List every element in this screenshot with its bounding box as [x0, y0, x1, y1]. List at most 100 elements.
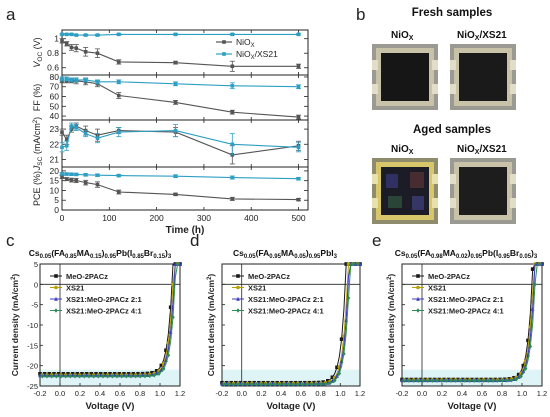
data-point [453, 378, 458, 383]
x-tick-label: 1.0 [517, 389, 527, 398]
data-point [523, 366, 528, 371]
data-point [159, 363, 164, 368]
data-point [291, 382, 296, 387]
data-point [116, 60, 121, 64]
data-point [73, 374, 77, 379]
data-point [421, 378, 425, 383]
data-point [263, 382, 268, 387]
series-line [61, 173, 299, 180]
data-point [323, 381, 328, 387]
data-point [69, 124, 74, 128]
x-tick-label: 0.4 [95, 389, 105, 398]
data-point [173, 261, 178, 266]
data-point [69, 32, 74, 37]
data-point [152, 373, 157, 378]
data-point [60, 172, 64, 176]
legend-label: MeO-2PACz [248, 272, 290, 281]
data-point [69, 172, 74, 177]
data-point [95, 136, 100, 140]
series-line [62, 33, 299, 36]
panel-label-a: a [6, 5, 16, 24]
data-point [60, 77, 64, 81]
x-tick-label: -0.2 [396, 389, 409, 398]
data-point [49, 374, 54, 379]
plot-background [402, 264, 542, 386]
data-point [277, 382, 282, 387]
plot-frame [61, 166, 309, 211]
x-tick-label: 0.0 [417, 389, 427, 398]
data-point [116, 173, 121, 178]
photo-label-xs21-aged: NiOX/XS21 [457, 144, 507, 156]
x-axis-label: Time (h) [166, 225, 205, 236]
data-point [286, 382, 291, 387]
jv-panel-c: -0.2 0.0 0.2 0.4 0.6 0.8 1.0 1.2 -25 -20 -15 -10 -5 0… [10, 248, 185, 412]
data-point [236, 382, 240, 387]
data-point [296, 197, 301, 202]
legend-label: XS21 [248, 284, 266, 293]
photo-aged-niox [372, 158, 438, 224]
data-point [74, 46, 78, 50]
data-point [64, 172, 69, 176]
data-point [83, 33, 88, 37]
fresh-samples-title: Fresh samples [412, 7, 493, 19]
data-point [45, 374, 49, 379]
data-point [481, 378, 486, 383]
x-tick-label: 300 [197, 213, 211, 223]
data-point [59, 374, 63, 379]
legend-label: MeO-2PACz [66, 272, 108, 281]
photo-label-niox-aged: NiOX [391, 144, 414, 156]
y-tick-label: 15 [50, 176, 60, 186]
y-tick-label: -20 [27, 362, 38, 371]
data-point [314, 382, 319, 387]
data-point [154, 369, 159, 373]
data-point [355, 261, 360, 267]
data-point [472, 378, 477, 383]
x-tick-label: 200 [150, 213, 164, 223]
data-point [74, 78, 78, 82]
y-tick-label: 22 [50, 139, 60, 149]
data-point [116, 190, 121, 194]
data-point [319, 382, 323, 387]
data-point [328, 380, 332, 386]
data-point [500, 378, 505, 383]
data-point [346, 295, 351, 301]
data-point [133, 374, 138, 379]
data-point [82, 374, 87, 379]
legend-label: XS21:MeO-2PACz 2:1 [428, 295, 504, 304]
data-point [87, 374, 91, 379]
data-point [296, 32, 301, 37]
y-tick-label: 5 [54, 195, 59, 205]
data-point [116, 32, 121, 37]
data-point [69, 45, 74, 50]
data-point [467, 378, 472, 383]
y-axis-label: FF (%) [32, 84, 42, 112]
data-point [245, 382, 250, 387]
legend-label: NiOX/XS21 [236, 49, 278, 61]
data-point [91, 374, 96, 379]
legend-label: XS21:MeO-2PACz 4:1 [428, 307, 504, 316]
data-point [116, 80, 121, 84]
photo-fresh-xs21 [450, 44, 516, 110]
data-point [495, 378, 500, 383]
jv-curve [222, 263, 360, 385]
y-tick-label: 60 [50, 92, 60, 102]
data-point [407, 378, 411, 383]
photo-label-niox-fresh: NiOX [391, 30, 414, 42]
data-point [296, 145, 301, 150]
data-point [416, 274, 420, 278]
data-point [115, 374, 119, 379]
data-point [231, 382, 236, 387]
data-point [449, 378, 453, 383]
data-point [250, 382, 254, 387]
x-axis-label: Voltage (V) [448, 401, 497, 412]
data-point [296, 382, 300, 387]
panel-label-d: d [190, 231, 199, 250]
x-tick-label: 0.6 [477, 389, 487, 398]
legend-label: XS21 [428, 284, 446, 293]
data-point [74, 178, 78, 183]
data-point [60, 145, 64, 150]
data-point [332, 378, 337, 383]
data-point [254, 382, 259, 387]
data-point [335, 365, 339, 370]
